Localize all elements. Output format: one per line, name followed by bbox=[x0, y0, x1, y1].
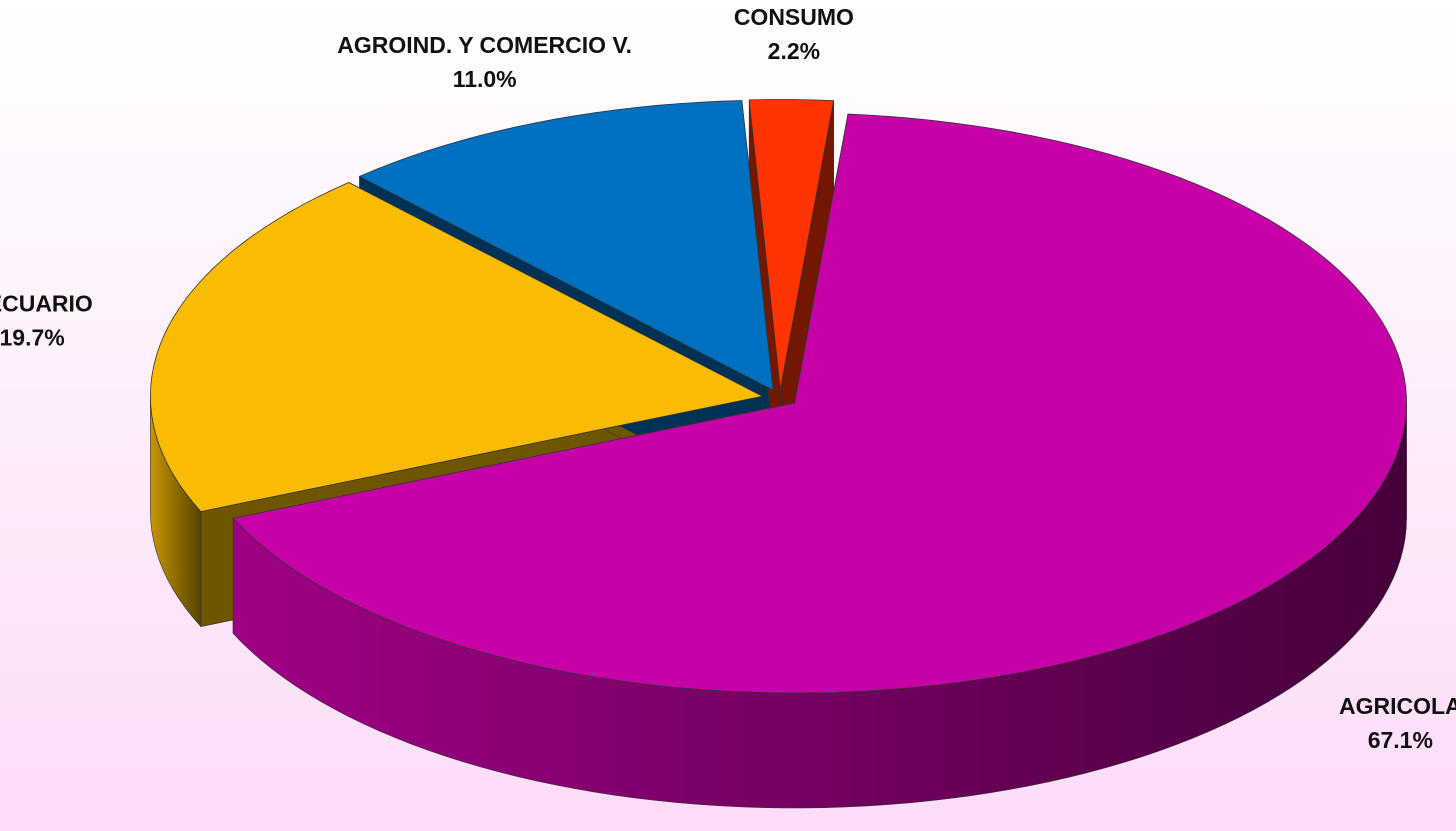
slice bbox=[748, 99, 835, 390]
slice bbox=[232, 113, 1407, 694]
slice-label: PECUARIO bbox=[0, 291, 93, 317]
slice-tops bbox=[149, 99, 1407, 694]
slice-label: CONSUMO bbox=[734, 4, 854, 30]
slice-label: AGROIND. Y COMERCIO V. bbox=[337, 32, 632, 58]
slice-value-label: 67.1% bbox=[1368, 727, 1433, 753]
slice-label: AGRICOLA bbox=[1339, 693, 1456, 719]
slice-value-label: 11.0% bbox=[453, 66, 517, 92]
slice-value-label: 19.7% bbox=[0, 325, 65, 351]
slice bbox=[358, 100, 774, 391]
slice-value-label: 2.2% bbox=[768, 38, 820, 64]
slice bbox=[149, 182, 764, 513]
